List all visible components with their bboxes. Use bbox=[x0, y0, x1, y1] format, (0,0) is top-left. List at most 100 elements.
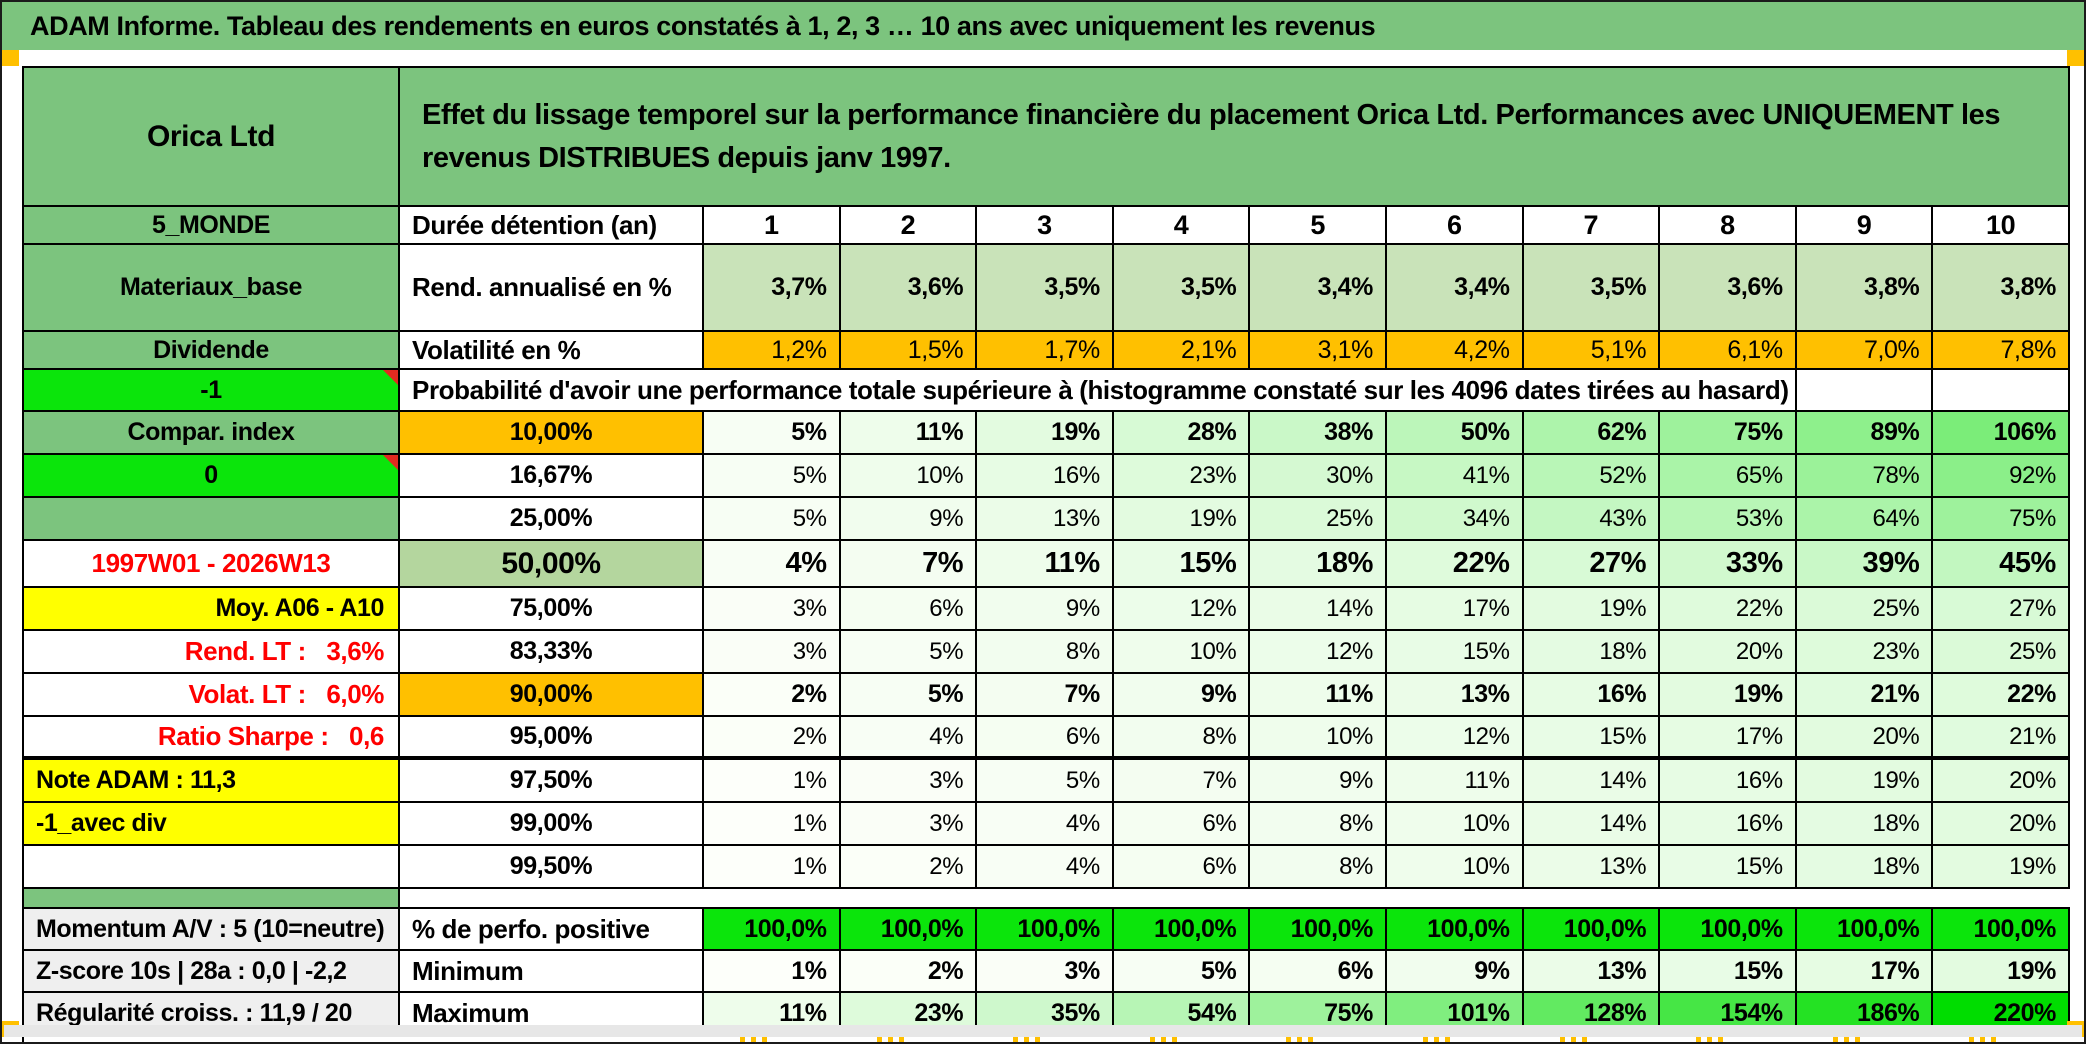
probability-value-cell[interactable]: 33% bbox=[1660, 541, 1797, 588]
duration-value-cell[interactable]: 4 bbox=[1113, 207, 1251, 245]
probability-value-cell[interactable]: 1% bbox=[704, 760, 841, 803]
probability-value-cell[interactable]: 10% bbox=[1113, 631, 1251, 674]
summary-value-cell[interactable]: 100,0% bbox=[1660, 909, 1797, 951]
duration-value-cell[interactable]: 7 bbox=[1523, 207, 1661, 245]
percentile-cell[interactable]: 99,50% bbox=[400, 846, 704, 889]
probability-value-cell[interactable]: 15% bbox=[1660, 846, 1797, 889]
probability-value-cell[interactable]: 30% bbox=[1250, 455, 1387, 498]
probability-value-cell[interactable]: 8% bbox=[1113, 717, 1251, 760]
probability-value-cell[interactable]: 22% bbox=[1660, 588, 1797, 631]
probability-value-cell[interactable]: 6% bbox=[1113, 846, 1251, 889]
probability-value-cell[interactable]: 3% bbox=[704, 631, 841, 674]
probability-value-cell[interactable]: 78% bbox=[1796, 455, 1934, 498]
summary-value-cell[interactable]: 100,0% bbox=[1113, 909, 1251, 951]
probability-value-cell[interactable]: 9% bbox=[1113, 674, 1251, 717]
summary-value-cell[interactable]: 13% bbox=[1523, 951, 1661, 993]
volatility-value-cell[interactable]: 1,2% bbox=[704, 332, 841, 370]
row-label-cell[interactable]: Dividende bbox=[24, 332, 400, 370]
percentile-cell[interactable]: 10,00% bbox=[400, 412, 704, 455]
percentile-cell[interactable]: 75,00% bbox=[400, 588, 704, 631]
duration-value-cell[interactable]: 6 bbox=[1386, 207, 1524, 245]
percentile-cell[interactable]: 50,00% bbox=[400, 541, 704, 588]
probability-value-cell[interactable]: 4% bbox=[840, 717, 978, 760]
annualized-value-cell[interactable]: 3,7% bbox=[704, 245, 841, 332]
probability-value-cell[interactable]: 3% bbox=[704, 588, 841, 631]
summary-value-cell[interactable]: 100,0% bbox=[1250, 909, 1387, 951]
probability-value-cell[interactable]: 28% bbox=[1113, 412, 1251, 455]
summary-value-cell[interactable]: 5% bbox=[1113, 951, 1251, 993]
volatility-value-cell[interactable]: 2,1% bbox=[1113, 332, 1251, 370]
probability-value-cell[interactable]: 25% bbox=[1250, 498, 1387, 541]
probability-value-cell[interactable]: 53% bbox=[1660, 498, 1797, 541]
probability-value-cell[interactable]: 11% bbox=[840, 412, 978, 455]
probability-value-cell[interactable]: 7% bbox=[840, 541, 978, 588]
volatility-value-cell[interactable]: 1,7% bbox=[977, 332, 1114, 370]
probability-value-cell[interactable]: 2% bbox=[704, 717, 841, 760]
report-title-bar[interactable]: ADAM Informe. Tableau des rendements en … bbox=[2, 2, 2084, 50]
row-name-cell[interactable]: Minimum bbox=[400, 951, 704, 993]
probability-value-cell[interactable]: 2% bbox=[704, 674, 841, 717]
row-label-cell[interactable]: Momentum A/V : 5 (10=neutre) bbox=[24, 909, 400, 951]
probability-value-cell[interactable]: 10% bbox=[1250, 717, 1387, 760]
probability-value-cell[interactable]: 65% bbox=[1660, 455, 1797, 498]
row-label-cell[interactable]: Compar. index bbox=[24, 412, 400, 455]
empty-cell[interactable] bbox=[1796, 370, 1934, 412]
probability-value-cell[interactable]: 18% bbox=[1250, 541, 1387, 588]
probability-value-cell[interactable]: 1% bbox=[704, 846, 841, 889]
probability-value-cell[interactable]: 12% bbox=[1250, 631, 1387, 674]
duration-value-cell[interactable]: 2 bbox=[840, 207, 978, 245]
probability-value-cell[interactable]: 27% bbox=[1523, 541, 1661, 588]
summary-value-cell[interactable]: 9% bbox=[1386, 951, 1524, 993]
summary-value-cell[interactable]: 100,0% bbox=[840, 909, 978, 951]
annualized-value-cell[interactable]: 3,8% bbox=[1933, 245, 2070, 332]
probability-value-cell[interactable]: 9% bbox=[1250, 760, 1387, 803]
duration-value-cell[interactable]: 1 bbox=[704, 207, 841, 245]
probability-value-cell[interactable]: 19% bbox=[1113, 498, 1251, 541]
probability-value-cell[interactable]: 15% bbox=[1386, 631, 1524, 674]
volatility-value-cell[interactable]: 3,1% bbox=[1250, 332, 1387, 370]
probability-value-cell[interactable]: 15% bbox=[1113, 541, 1251, 588]
probability-value-cell[interactable]: 5% bbox=[704, 498, 841, 541]
probability-value-cell[interactable]: 18% bbox=[1796, 846, 1934, 889]
summary-value-cell[interactable]: 17% bbox=[1796, 951, 1934, 993]
row-label-cell[interactable]: -1_avec div bbox=[24, 803, 400, 846]
separator-cell[interactable] bbox=[24, 889, 400, 909]
probability-value-cell[interactable]: 10% bbox=[1386, 803, 1524, 846]
summary-value-cell[interactable]: 100,0% bbox=[704, 909, 841, 951]
probability-value-cell[interactable]: 12% bbox=[1386, 717, 1524, 760]
row-label-cell[interactable]: Note ADAM : 11,3 bbox=[24, 760, 400, 803]
probability-value-cell[interactable]: 5% bbox=[704, 412, 841, 455]
volatility-value-cell[interactable]: 6,1% bbox=[1660, 332, 1797, 370]
probability-value-cell[interactable]: 8% bbox=[1250, 803, 1387, 846]
annualized-value-cell[interactable]: 3,4% bbox=[1386, 245, 1524, 332]
annualized-value-cell[interactable]: 3,6% bbox=[840, 245, 978, 332]
percentile-cell[interactable]: 25,00% bbox=[400, 498, 704, 541]
annualized-value-cell[interactable]: 3,4% bbox=[1250, 245, 1387, 332]
volatility-value-cell[interactable]: 7,8% bbox=[1933, 332, 2070, 370]
row-label-cell[interactable] bbox=[24, 498, 400, 541]
bottom-scroll-strip[interactable] bbox=[4, 1025, 2082, 1037]
probability-value-cell[interactable]: 11% bbox=[977, 541, 1114, 588]
summary-value-cell[interactable]: 15% bbox=[1660, 951, 1797, 993]
probability-value-cell[interactable]: 14% bbox=[1523, 803, 1661, 846]
probability-value-cell[interactable]: 13% bbox=[1523, 846, 1661, 889]
probability-value-cell[interactable]: 5% bbox=[840, 674, 978, 717]
probability-value-cell[interactable]: 34% bbox=[1386, 498, 1524, 541]
probability-value-cell[interactable]: 17% bbox=[1660, 717, 1797, 760]
annualized-value-cell[interactable]: 3,8% bbox=[1796, 245, 1934, 332]
probability-value-cell[interactable]: 11% bbox=[1250, 674, 1387, 717]
probability-value-cell[interactable]: 1% bbox=[704, 803, 841, 846]
probability-value-cell[interactable]: 4% bbox=[977, 846, 1114, 889]
probability-value-cell[interactable]: 52% bbox=[1523, 455, 1661, 498]
probability-value-cell[interactable]: 23% bbox=[1796, 631, 1934, 674]
annualized-value-cell[interactable]: 3,5% bbox=[1523, 245, 1661, 332]
percentile-cell[interactable]: 90,00% bbox=[400, 674, 704, 717]
probability-value-cell[interactable]: 106% bbox=[1933, 412, 2070, 455]
probability-value-cell[interactable]: 14% bbox=[1250, 588, 1387, 631]
probability-value-cell[interactable]: 5% bbox=[840, 631, 978, 674]
duration-value-cell[interactable]: 8 bbox=[1660, 207, 1797, 245]
percentile-cell[interactable]: 16,67% bbox=[400, 455, 704, 498]
probability-value-cell[interactable]: 13% bbox=[977, 498, 1114, 541]
row-name-cell[interactable]: Rend. annualisé en % bbox=[400, 245, 704, 332]
company-cell[interactable]: Orica Ltd bbox=[24, 68, 400, 207]
